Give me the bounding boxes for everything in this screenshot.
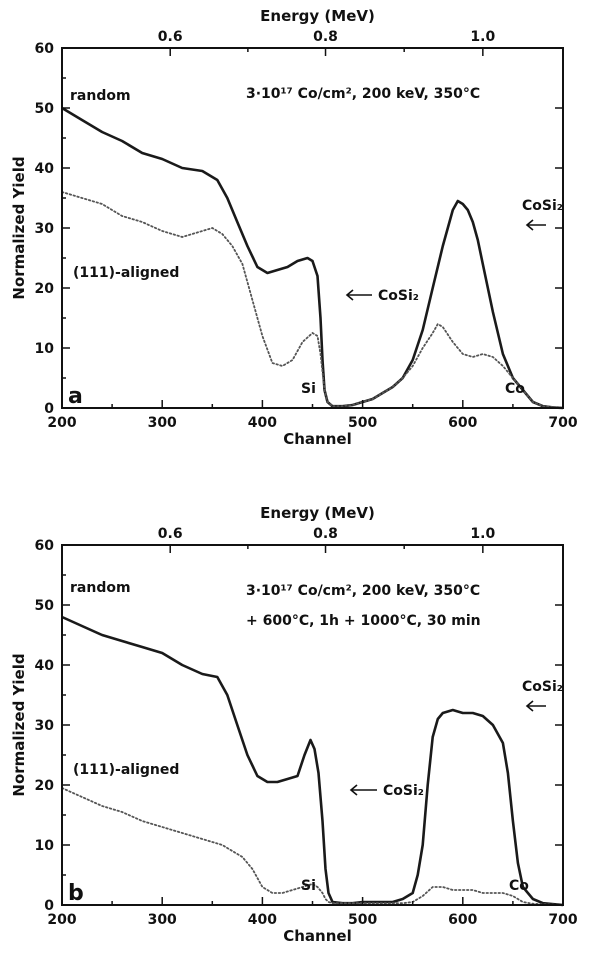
- random-spectrum-line: [61, 106, 564, 410]
- y-axis-title: Normalized Yield: [10, 653, 28, 796]
- label-cosi2-depth: CoSi₂: [522, 198, 563, 214]
- x-tick-label: 700: [548, 912, 577, 928]
- x-tick-label: 600: [448, 415, 477, 431]
- y-tick-label: 30: [35, 718, 55, 734]
- cosi2-right-arrowhead: [525, 219, 534, 231]
- y-tick-label: 60: [35, 538, 55, 554]
- label-aligned: (111)-aligned: [73, 762, 179, 778]
- x-tick-label: 400: [248, 912, 277, 928]
- y-tick-label: 40: [35, 161, 55, 177]
- random-spectrum-line: [61, 615, 564, 907]
- top-axis-title: Energy (MeV): [260, 504, 375, 522]
- y-axis-title: Normalized Yield: [10, 156, 28, 299]
- label-random: random: [70, 88, 131, 104]
- label-co-edge: Co: [509, 878, 529, 894]
- y-tick-label: 0: [44, 401, 54, 417]
- label-si-edge: Si: [301, 381, 316, 397]
- panel-letter: a: [68, 384, 83, 409]
- label-cosi2-surface: CoSi₂: [383, 783, 424, 799]
- label-co-edge: Co: [505, 381, 525, 397]
- x-tick-label: 300: [148, 415, 177, 431]
- aligned-spectrum-line: [61, 191, 564, 409]
- plot-frame: [61, 544, 564, 906]
- top-tick-label: 1.0: [470, 29, 495, 45]
- y-tick-label: 60: [35, 41, 55, 57]
- cosi2-arrowhead: [349, 784, 358, 796]
- x-tick-label: 600: [448, 912, 477, 928]
- y-tick-label: 50: [35, 598, 55, 614]
- panel-b: 200 300 400 500 600 700 0 10 20 30 40 50 60 0.6 0.8 1.0…: [10, 504, 578, 945]
- x-tick-label: 300: [148, 912, 177, 928]
- y-tick-label: 10: [35, 341, 55, 357]
- label-cosi2-depth: CoSi₂: [522, 679, 563, 695]
- y-tick-label: 40: [35, 658, 55, 674]
- panel-letter: b: [68, 881, 84, 906]
- condition-text: 3·10¹⁷ Co/cm², 200 keV, 350°C: [246, 583, 480, 599]
- x-axis-title: Channel: [283, 430, 351, 448]
- panel-a: 200 300 400 500 600 700 0 10 20 30 40 50 60 0.6 0.8 1.0…: [10, 7, 578, 448]
- plot-frame: [61, 47, 564, 409]
- y-tick-label: 20: [35, 778, 55, 794]
- x-tick-label: 700: [548, 415, 577, 431]
- y-tick-label: 30: [35, 221, 55, 237]
- label-random: random: [70, 580, 131, 596]
- aligned-spectrum-line: [61, 787, 564, 906]
- y-tick-label: 20: [35, 281, 55, 297]
- top-tick-label: 0.8: [313, 526, 338, 542]
- top-tick-label: 0.6: [158, 29, 183, 45]
- label-cosi2-surface: CoSi₂: [378, 288, 419, 304]
- top-axis-title: Energy (MeV): [260, 7, 375, 25]
- label-si-edge: Si: [301, 878, 316, 894]
- cosi2-arrowhead: [345, 289, 354, 301]
- cosi2-right-arrowhead: [525, 700, 534, 712]
- x-tick-label: 500: [348, 912, 377, 928]
- label-aligned: (111)-aligned: [73, 265, 179, 281]
- top-tick-label: 0.6: [158, 526, 183, 542]
- y-tick-label: 0: [44, 898, 54, 914]
- condition-text: + 600°C, 1h + 1000°C, 30 min: [246, 613, 481, 629]
- x-tick-label: 500: [348, 415, 377, 431]
- x-tick-label: 200: [47, 912, 76, 928]
- condition-text: 3·10¹⁷ Co/cm², 200 keV, 350°C: [246, 86, 480, 102]
- y-tick-label: 50: [35, 101, 55, 117]
- x-axis-title: Channel: [283, 927, 351, 945]
- x-tick-label: 400: [248, 415, 277, 431]
- x-tick-label: 200: [47, 415, 76, 431]
- top-tick-label: 1.0: [470, 526, 495, 542]
- y-tick-label: 10: [35, 838, 55, 854]
- top-tick-label: 0.8: [313, 29, 338, 45]
